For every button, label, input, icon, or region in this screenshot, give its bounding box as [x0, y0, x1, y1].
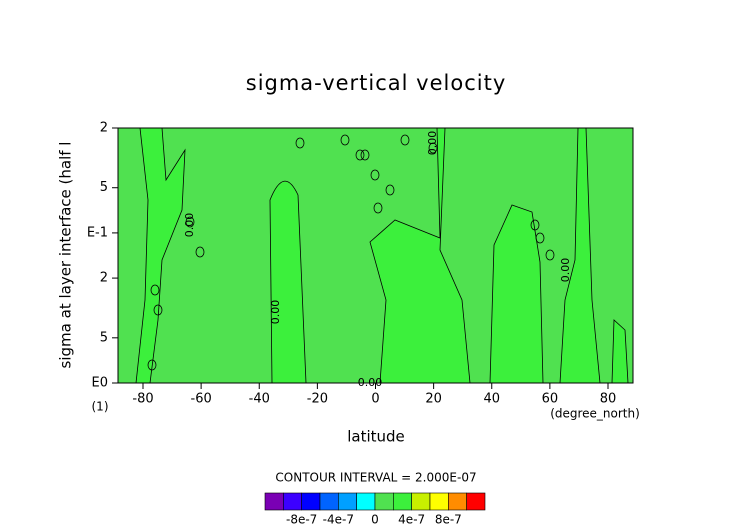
x-tick-label: 80 — [600, 392, 617, 407]
contour-line — [147, 359, 157, 371]
y-axis-label: sigma at layer interface (half l — [57, 142, 75, 369]
colorbar-box — [374, 492, 394, 511]
contour-line — [400, 134, 410, 146]
colorbar-box — [411, 492, 431, 511]
y-tick-label: 2 — [100, 271, 108, 286]
contour-line — [370, 169, 380, 181]
contour-interval: CONTOUR INTERVAL = 2.000E-07 — [275, 471, 476, 485]
contour-line — [355, 149, 365, 161]
x-tick-label: -80 — [132, 392, 153, 407]
contour-line — [530, 219, 540, 231]
contour-line — [185, 216, 195, 228]
y-tick-label: E-1 — [87, 225, 108, 240]
colorbar-box — [319, 492, 339, 511]
x-tick-label: -60 — [191, 392, 212, 407]
colorbar-box — [301, 492, 321, 511]
colorbar-label: -4e-7 — [323, 513, 354, 527]
contour-label: 0.00 — [559, 258, 572, 283]
colorbar-box — [283, 492, 302, 511]
contour-region — [560, 128, 600, 383]
x-tick-label: -20 — [307, 392, 328, 407]
contour-line — [135, 127, 186, 384]
x-axis-label: latitude — [347, 428, 405, 446]
colorbar-label: 8e-7 — [435, 513, 462, 527]
x-tick-label: -40 — [249, 392, 270, 407]
contour-region — [490, 205, 543, 383]
contour-line — [373, 202, 383, 214]
contour-region — [370, 128, 470, 383]
x-tick-label: 0 — [371, 392, 379, 407]
y-tick-label: 2 — [100, 121, 108, 136]
colorbar-label: 4e-7 — [398, 513, 425, 527]
colorbar-label: 0 — [371, 513, 379, 527]
colorbar-box — [264, 492, 284, 511]
contour-line — [385, 184, 395, 196]
contour-line — [195, 246, 205, 258]
contour-line — [295, 137, 305, 149]
contour-line — [545, 249, 555, 261]
contour-label: 0.00 — [426, 131, 439, 156]
contour-label: 0.00 — [183, 213, 196, 238]
y-axis-unit: (1) — [92, 400, 109, 414]
colorbar-box — [338, 492, 357, 511]
contour-region — [136, 128, 185, 383]
contour-label: 0.00 — [269, 300, 282, 325]
y-tick-label: 5 — [100, 180, 108, 195]
colorbar-box — [356, 492, 376, 511]
contour-line — [150, 284, 160, 296]
contour-line — [153, 304, 163, 316]
contour-line — [340, 134, 350, 146]
contour-line — [360, 149, 370, 161]
chart-title: sigma-vertical velocity — [246, 71, 507, 95]
x-tick-label: 40 — [483, 392, 500, 407]
contour-line — [269, 180, 307, 384]
colorbar-box — [448, 492, 467, 511]
contour-line — [428, 142, 438, 154]
colorbar-label: -8e-7 — [286, 513, 317, 527]
contour-label: 0.00 — [358, 376, 383, 389]
contour-line — [535, 232, 545, 244]
x-tick-label: 20 — [425, 392, 442, 407]
x-axis-unit: (degree_north) — [550, 407, 640, 421]
colorbar-box — [429, 492, 449, 511]
colorbar-box — [466, 492, 486, 511]
y-tick-label: E0 — [92, 376, 109, 391]
contour-region — [612, 320, 628, 383]
colorbar-box — [393, 492, 412, 511]
contour-region — [270, 181, 306, 383]
y-tick-label: 5 — [100, 330, 108, 345]
x-tick-label: 60 — [542, 392, 559, 407]
